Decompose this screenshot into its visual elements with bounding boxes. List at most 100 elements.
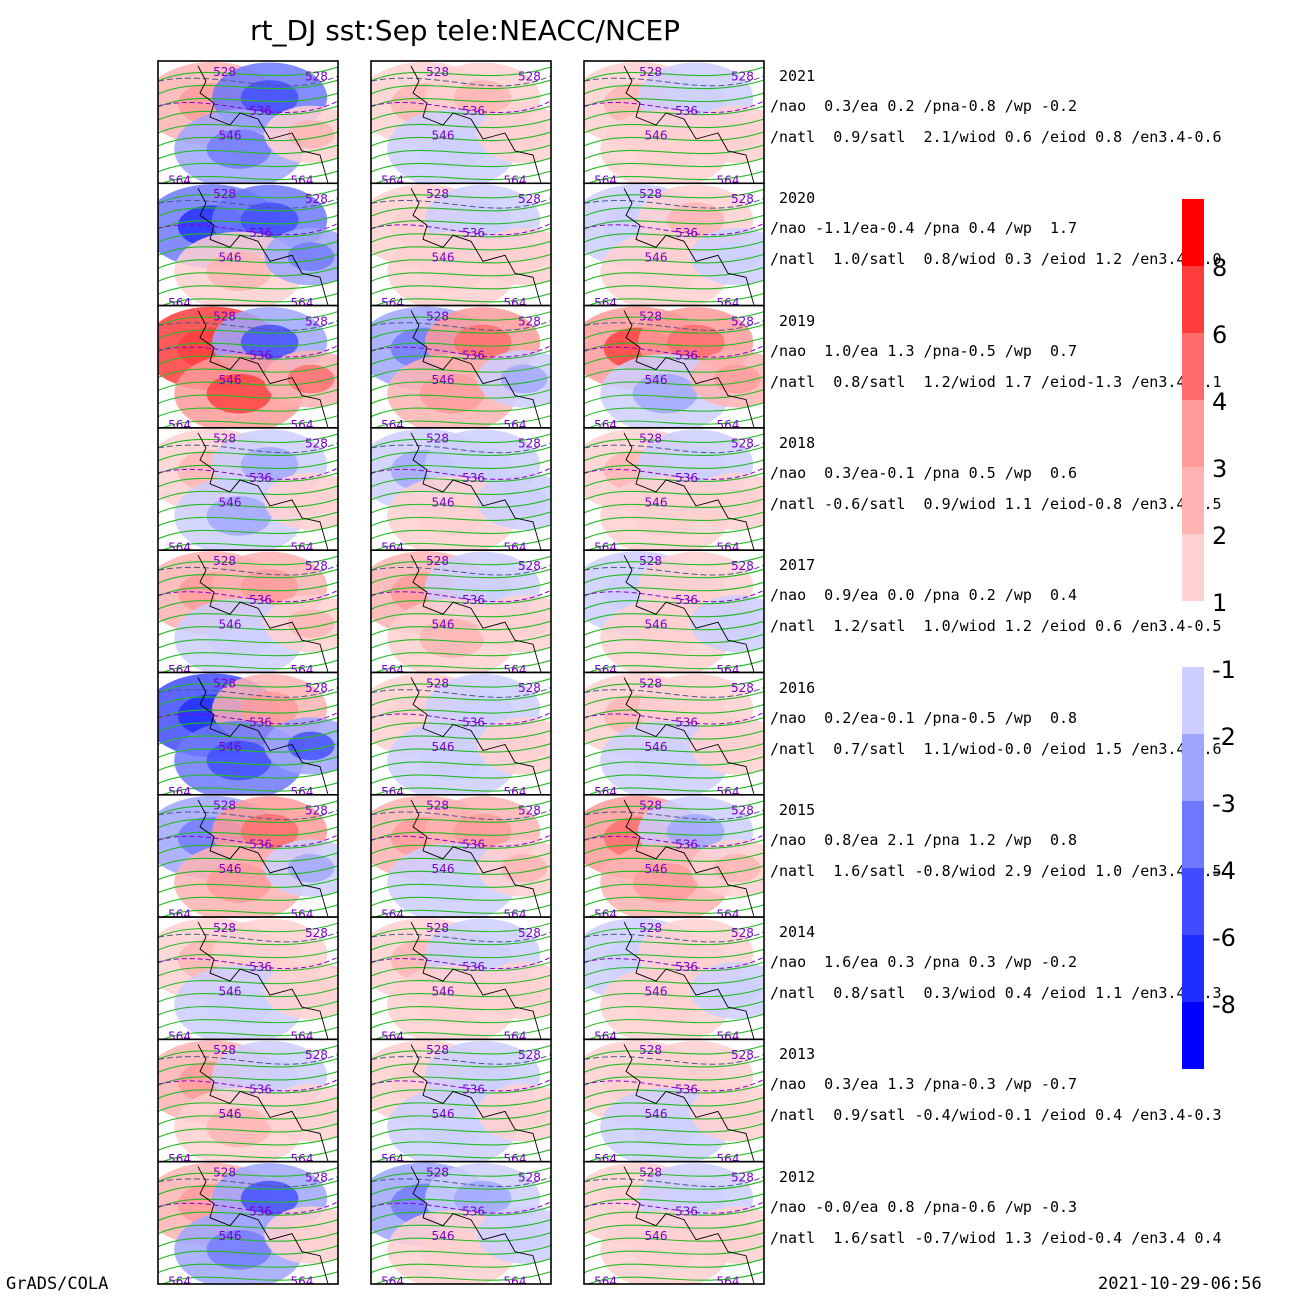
contour-label: 528 bbox=[426, 1043, 449, 1057]
contour-label: 528 bbox=[213, 676, 236, 690]
height-contour bbox=[584, 92, 764, 108]
contour-label: 564 bbox=[291, 174, 314, 188]
anomaly-core bbox=[206, 251, 272, 292]
height-contour bbox=[371, 1057, 551, 1073]
contour-label: 528 bbox=[305, 192, 328, 206]
anomaly-core bbox=[632, 496, 698, 536]
colorbar-tick: 4 bbox=[1212, 388, 1228, 416]
anomaly-core bbox=[713, 731, 761, 761]
clim-contour bbox=[158, 931, 338, 943]
coastline bbox=[410, 432, 542, 551]
height-contour bbox=[158, 144, 338, 160]
height-contour bbox=[371, 878, 551, 894]
row-sst-indices: /natl 1.0/satl 0.8/wiod 0.3 /eiod 1.2 /e… bbox=[770, 250, 1222, 269]
contour-label: 564 bbox=[381, 1152, 404, 1166]
clim-contour bbox=[584, 564, 764, 576]
contour-label: 546 bbox=[219, 1229, 242, 1243]
contour-label: 528 bbox=[731, 314, 754, 328]
contour-label: 564 bbox=[291, 1274, 314, 1288]
height-contour bbox=[584, 337, 764, 353]
height-contour bbox=[158, 485, 338, 501]
colorbar-tick: -1 bbox=[1212, 656, 1236, 684]
height-contour bbox=[158, 524, 338, 540]
height-contour bbox=[161, 1148, 338, 1162]
height-contour bbox=[371, 498, 551, 514]
map-panel: 528 536 546 528 564 564 bbox=[584, 917, 764, 1040]
height-contour bbox=[584, 1193, 764, 1209]
height-contour bbox=[584, 891, 764, 907]
contour-label: 564 bbox=[717, 663, 740, 677]
clim-contour bbox=[371, 1201, 551, 1214]
anomaly-core bbox=[287, 1098, 335, 1128]
height-contour bbox=[371, 1180, 551, 1196]
clim-contour bbox=[158, 834, 338, 847]
clim-contour bbox=[158, 589, 338, 603]
clim-contour bbox=[371, 931, 551, 943]
height-contour bbox=[371, 633, 551, 649]
map-panel: 528 536 546 528 564 564 bbox=[584, 1039, 764, 1166]
clim-contour bbox=[584, 589, 764, 603]
coastline bbox=[410, 799, 542, 917]
height-contour bbox=[371, 568, 551, 584]
map-panel: 528 536 546 528 564 564 bbox=[371, 183, 551, 306]
colorbar-tick: -3 bbox=[1212, 790, 1236, 818]
contour-label: 536 bbox=[249, 1082, 272, 1096]
coastline bbox=[197, 799, 329, 917]
contour-label: 528 bbox=[731, 559, 754, 573]
contour-label: 564 bbox=[504, 663, 527, 677]
height-contour bbox=[584, 433, 764, 449]
height-contour bbox=[584, 363, 764, 379]
contour-label: 528 bbox=[639, 65, 662, 79]
row-sst-indices: /natl 0.7/satl 1.1/wiod-0.0 /eiod 1.5 /e… bbox=[770, 739, 1222, 758]
map-panel: 528 536 546 528 564 564 bbox=[158, 1161, 338, 1288]
contour-label: 528 bbox=[305, 1048, 328, 1062]
contour-label: 528 bbox=[518, 70, 541, 84]
clim-contour bbox=[158, 1078, 338, 1092]
contour-label: 528 bbox=[426, 676, 449, 690]
height-contour bbox=[584, 581, 764, 597]
clim-contour bbox=[371, 320, 551, 331]
height-contour bbox=[584, 555, 764, 571]
clim-contour bbox=[371, 75, 551, 87]
height-contour bbox=[371, 389, 551, 405]
clim-contour bbox=[158, 320, 338, 331]
contour-label: 546 bbox=[219, 862, 242, 876]
contour-label: 528 bbox=[518, 803, 541, 817]
height-contour bbox=[371, 485, 551, 501]
height-contour bbox=[371, 337, 551, 353]
anomaly-core bbox=[287, 486, 335, 516]
height-contour bbox=[584, 755, 764, 772]
height-contour bbox=[158, 800, 338, 816]
contour-label: 536 bbox=[675, 104, 698, 118]
clim-contour bbox=[158, 1176, 338, 1188]
contour-label: 564 bbox=[291, 1152, 314, 1166]
height-contour bbox=[584, 1109, 764, 1125]
height-contour bbox=[158, 922, 338, 938]
clim-contour bbox=[371, 1176, 551, 1188]
height-contour bbox=[158, 935, 338, 951]
clim-contour bbox=[584, 687, 764, 698]
height-contour bbox=[161, 292, 338, 306]
contour-label: 536 bbox=[462, 471, 485, 485]
clim-contour bbox=[158, 687, 338, 698]
height-contour bbox=[371, 1070, 551, 1086]
contour-label: 536 bbox=[249, 838, 272, 852]
height-contour bbox=[584, 1180, 764, 1196]
contour-label: 536 bbox=[675, 1205, 698, 1219]
contour-label: 564 bbox=[291, 296, 314, 310]
height-contour bbox=[584, 402, 764, 418]
height-contour bbox=[371, 1219, 551, 1235]
anomaly-core bbox=[287, 120, 335, 149]
panel-frame bbox=[157, 1160, 339, 1285]
height-contour bbox=[158, 703, 338, 720]
height-contour bbox=[587, 659, 764, 673]
contour-label: 536 bbox=[249, 226, 272, 240]
height-contour bbox=[371, 1000, 551, 1016]
map-panel: 528 536 546 528 564 564 bbox=[371, 672, 551, 795]
height-contour bbox=[371, 755, 551, 772]
map-panel: 528 536 546 528 564 564 bbox=[584, 61, 764, 184]
contour-label: 564 bbox=[594, 1152, 617, 1166]
height-contour bbox=[584, 214, 764, 230]
coastline bbox=[410, 1166, 542, 1284]
coastline bbox=[197, 432, 329, 551]
